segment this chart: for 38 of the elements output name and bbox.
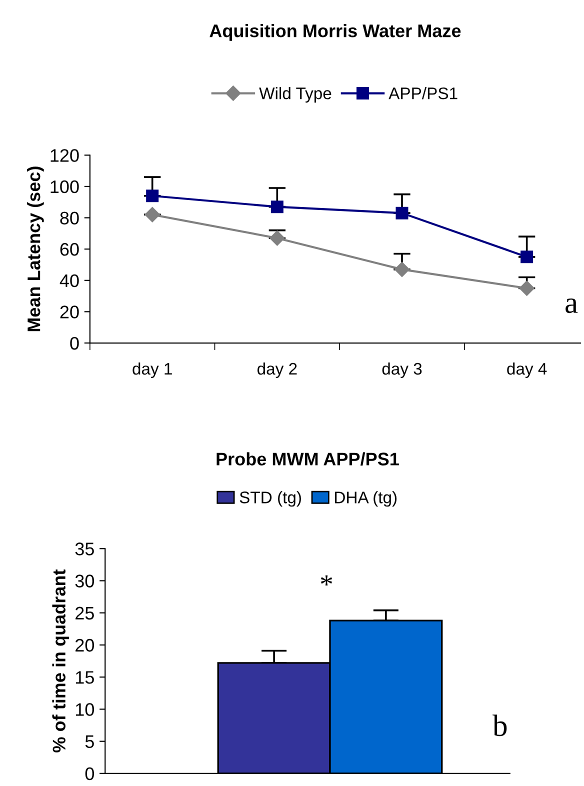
legend-label: Wild Type bbox=[259, 87, 332, 103]
y-tick-label: 5 bbox=[85, 735, 94, 748]
legend-label: APP/PS1 bbox=[388, 87, 458, 100]
point bbox=[394, 262, 410, 278]
y-tick-label: 35 bbox=[75, 542, 94, 556]
annotation: b bbox=[492, 714, 507, 736]
legend-label: STD (tg) bbox=[240, 491, 301, 507]
x-tick-label: day 3 bbox=[382, 362, 422, 378]
chart-title: Probe MWM APP/PS1 bbox=[216, 452, 399, 466]
y-tick-label: 100 bbox=[50, 180, 79, 194]
point bbox=[146, 190, 159, 202]
legend-label: DHA (tg) bbox=[335, 491, 397, 507]
y-tick-label: 10 bbox=[76, 703, 94, 716]
x-tick-label: day 2 bbox=[257, 362, 297, 378]
y-tick-label: 0 bbox=[85, 767, 94, 780]
point bbox=[519, 280, 534, 296]
y-tick-label: 15 bbox=[76, 671, 94, 684]
y-tick-label: 80 bbox=[60, 212, 79, 224]
y-tick-label: 60 bbox=[60, 243, 79, 256]
point bbox=[270, 230, 285, 246]
y-tick-label: 20 bbox=[76, 638, 94, 652]
chart-title: Aquisition Morris Water Maze bbox=[210, 24, 461, 41]
x-tick-label: day 1 bbox=[132, 362, 172, 378]
annotation: * bbox=[320, 575, 332, 586]
annotation: a bbox=[566, 298, 578, 314]
y-tick-label: 25 bbox=[76, 606, 94, 620]
y-tick-label: 20 bbox=[60, 306, 79, 318]
y-tick-label: 120 bbox=[50, 149, 79, 162]
y-axis-title: Mean Latency (sec) bbox=[27, 166, 44, 332]
point bbox=[270, 200, 284, 214]
point bbox=[396, 206, 408, 220]
y-tick-label: 0 bbox=[70, 336, 79, 350]
y-tick-label: 30 bbox=[75, 574, 94, 588]
point bbox=[520, 250, 534, 264]
y-tick-label: 40 bbox=[60, 274, 79, 288]
x-tick-label: day 4 bbox=[507, 362, 547, 378]
point bbox=[144, 207, 160, 222]
y-axis-title: % of time in quadrant bbox=[52, 569, 70, 752]
